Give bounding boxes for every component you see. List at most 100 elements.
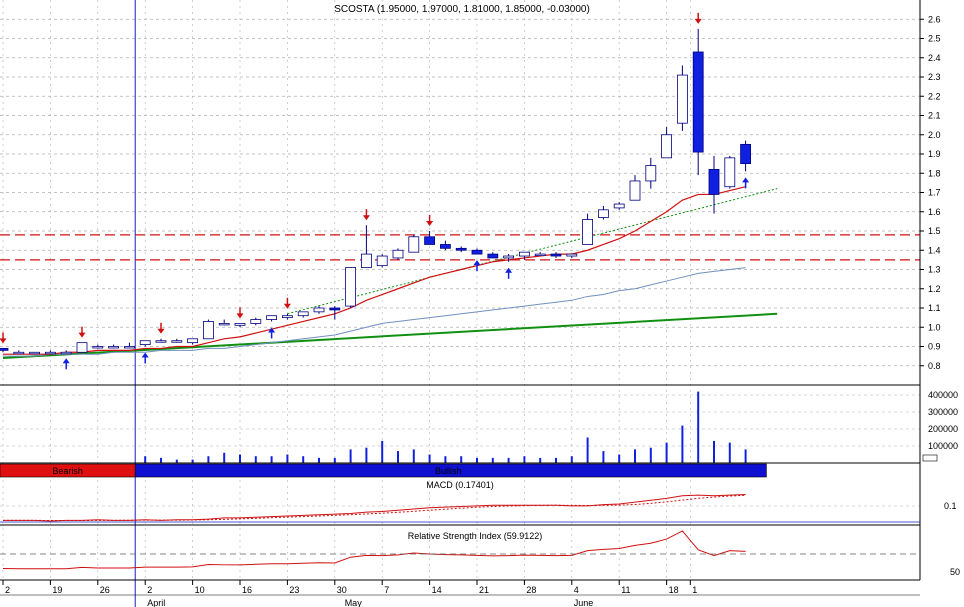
trend-line-dotted (287, 188, 778, 315)
candle-up (155, 340, 167, 343)
volume-panel (144, 391, 747, 463)
buy-arrow-head (62, 358, 70, 364)
macd-panel: MACD (0.17401) (0, 480, 920, 523)
date-tick-label: 16 (242, 585, 252, 595)
candle-up (29, 351, 41, 355)
candle-up (519, 251, 530, 257)
macd-signal-line (3, 494, 746, 522)
date-tick-label: 18 (669, 585, 679, 595)
date-tick-label: 2 (147, 585, 152, 595)
date-tick-label: 28 (526, 585, 536, 595)
candle-up (76, 342, 88, 353)
date-tick-label: 2 (5, 585, 10, 595)
date-tick-label: 23 (289, 585, 299, 595)
volume-tick-label: 400000 (928, 390, 958, 400)
volume-tick-label: 200000 (928, 424, 958, 434)
date-tick-label: 14 (432, 585, 442, 595)
rsi-line (2, 530, 746, 570)
candle-down (424, 236, 436, 245)
candle-down (439, 244, 451, 249)
sell-arrow-head (426, 221, 434, 226)
rsi-tick-label: 50 (950, 567, 960, 577)
price-tick-label: 1.2 (928, 284, 941, 294)
chart-title: SCOSTA (1.95000, 1.97000, 1.81000, 1.850… (334, 4, 590, 15)
date-tick-label: 21 (479, 585, 489, 595)
candle-up (345, 267, 357, 307)
candle-up (124, 346, 135, 349)
candle-up (629, 180, 641, 201)
moving-average-red (3, 186, 746, 355)
candle-up (187, 338, 199, 344)
price-tick-label: 2.2 (928, 91, 941, 101)
price-tick-label: 1.6 (928, 207, 941, 217)
month-label: April (147, 598, 165, 607)
macd-tick-label: 0.1 (944, 501, 957, 511)
price-tick-label: 2.3 (928, 72, 941, 82)
candle-up (376, 255, 388, 267)
candle-up (598, 209, 609, 218)
candle-up (45, 351, 56, 355)
candle-up (724, 157, 736, 188)
grid-layer (0, 0, 920, 607)
candle-up (297, 311, 309, 317)
candle-up (408, 236, 420, 253)
candle-down (740, 143, 751, 165)
price-tick-label: 2.5 (928, 34, 941, 44)
candle-up (645, 165, 657, 182)
volume-tick-label: 300000 (928, 407, 958, 417)
candle-down (708, 168, 720, 195)
price-tick-label: 1.5 (928, 226, 941, 236)
price-tick-label: 1.3 (928, 265, 941, 275)
price-tick-label: 1.4 (928, 245, 941, 255)
price-tick-label: 0.8 (928, 361, 941, 371)
candle-up (360, 253, 372, 268)
candle-up (281, 315, 293, 319)
date-tick-label: 11 (621, 585, 630, 595)
buy-arrow-head (505, 267, 513, 273)
price-tick-label: 1.7 (928, 188, 941, 198)
month-label: June (574, 598, 594, 607)
price-tick-label: 1.0 (928, 322, 941, 332)
candle-down (487, 253, 499, 259)
bearish-label: Bearish (52, 466, 83, 476)
candle-up (234, 322, 246, 326)
candle-down (455, 247, 467, 251)
candle-up (202, 321, 214, 340)
price-tick-label: 0.9 (928, 342, 941, 352)
candle-up (139, 340, 151, 345)
candle-up (677, 74, 688, 124)
bullish-zone (134, 463, 767, 478)
trend-line-green (2, 312, 778, 360)
candle-up (266, 315, 278, 320)
date-tick-label: 30 (337, 585, 347, 595)
candle-up (60, 351, 72, 355)
price-tick-label: 2.1 (928, 111, 941, 121)
date-tick-label: 1 (692, 585, 697, 595)
price-tick-label: 2.6 (928, 14, 941, 24)
candle-up (582, 219, 593, 245)
date-tick-label: 7 (384, 585, 389, 595)
candle-down (692, 51, 704, 153)
candle-up (250, 319, 262, 324)
date-tick-label: 19 (52, 585, 62, 595)
candle-up (218, 322, 230, 326)
bullish-label: Bullish (435, 466, 462, 476)
date-tick-label: 4 (574, 585, 579, 595)
candle-down (550, 253, 562, 257)
sell-arrow-head (694, 18, 702, 24)
buy-arrow-head (742, 177, 750, 183)
price-tick-label: 2.0 (928, 130, 941, 140)
candle-down (329, 307, 341, 311)
sell-arrow-head (362, 215, 370, 221)
sell-arrow-head (157, 328, 165, 334)
rsi-panel: Relative Strength Index (59.9122) (0, 530, 920, 570)
candle-up (108, 346, 119, 349)
candle-up (566, 253, 578, 257)
date-tick-label: 26 (100, 585, 110, 595)
sell-arrow-head (0, 338, 7, 344)
date-tick-label: 10 (195, 585, 205, 595)
price-tick-label: 2.4 (928, 53, 941, 63)
macd-line (3, 494, 746, 522)
month-label: May (345, 598, 363, 607)
